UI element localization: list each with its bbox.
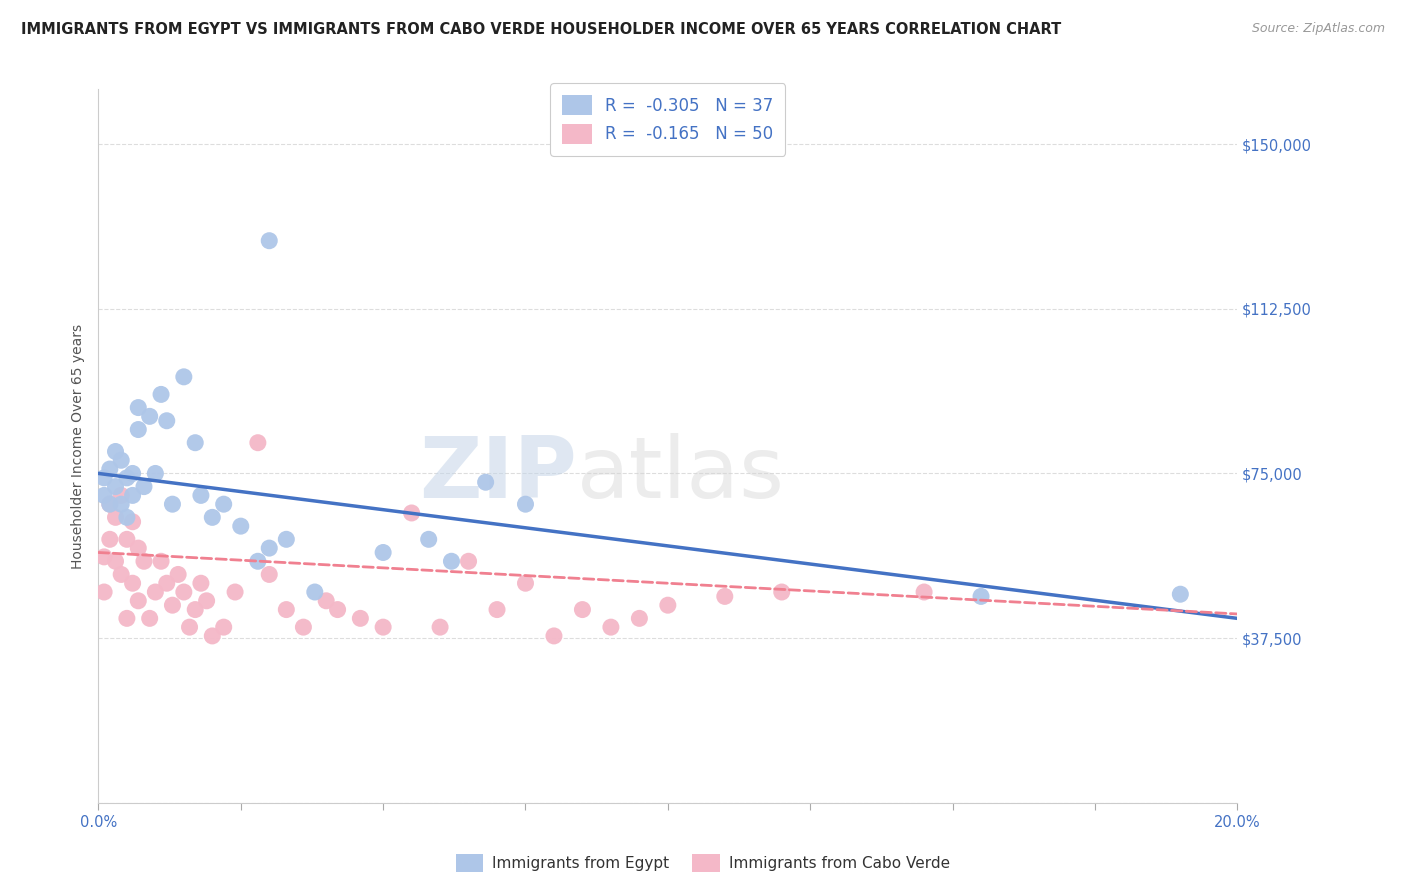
Legend: R =  -0.305   N = 37, R =  -0.165   N = 50: R = -0.305 N = 37, R = -0.165 N = 50 — [550, 83, 786, 155]
Point — [115, 533, 138, 547]
Point — [190, 488, 212, 502]
Point — [457, 554, 479, 568]
Point — [600, 620, 623, 634]
Point — [150, 387, 173, 401]
Point — [515, 576, 537, 591]
Point — [98, 462, 121, 476]
Point — [127, 423, 149, 437]
Point — [429, 620, 451, 634]
Point — [224, 585, 246, 599]
Point — [326, 602, 349, 616]
Point — [212, 620, 235, 634]
Point — [132, 554, 155, 568]
Point — [145, 585, 167, 599]
Point — [571, 602, 593, 616]
Text: ZIP: ZIP — [419, 433, 576, 516]
Point — [349, 611, 371, 625]
Point — [179, 620, 201, 634]
Point — [474, 475, 496, 490]
Point — [276, 533, 298, 547]
Point — [970, 590, 993, 604]
Point — [190, 576, 212, 591]
Point — [486, 602, 509, 616]
Point — [93, 488, 115, 502]
Point — [156, 576, 179, 591]
Point — [401, 506, 423, 520]
Point — [104, 444, 127, 458]
Point — [1170, 587, 1192, 601]
Point — [115, 471, 138, 485]
Point — [127, 541, 149, 555]
Point — [104, 480, 127, 494]
Point — [184, 435, 207, 450]
Text: atlas: atlas — [576, 433, 785, 516]
Point — [173, 369, 195, 384]
Point — [657, 598, 679, 612]
Point — [195, 594, 218, 608]
Point — [259, 234, 281, 248]
Point — [173, 585, 195, 599]
Point — [212, 497, 235, 511]
Point — [110, 453, 132, 467]
Point — [315, 594, 337, 608]
Point — [98, 533, 121, 547]
Point — [162, 497, 184, 511]
Text: IMMIGRANTS FROM EGYPT VS IMMIGRANTS FROM CABO VERDE HOUSEHOLDER INCOME OVER 65 Y: IMMIGRANTS FROM EGYPT VS IMMIGRANTS FROM… — [21, 22, 1062, 37]
Point — [145, 467, 167, 481]
Point — [373, 545, 395, 559]
Point — [115, 611, 138, 625]
Point — [104, 554, 127, 568]
Point — [104, 510, 127, 524]
Legend: Immigrants from Egypt, Immigrants from Cabo Verde: Immigrants from Egypt, Immigrants from C… — [449, 846, 957, 880]
Point — [162, 598, 184, 612]
Point — [110, 567, 132, 582]
Point — [110, 488, 132, 502]
Point — [543, 629, 565, 643]
Point — [418, 533, 440, 547]
Point — [201, 510, 224, 524]
Text: Source: ZipAtlas.com: Source: ZipAtlas.com — [1251, 22, 1385, 36]
Point — [292, 620, 315, 634]
Point — [304, 585, 326, 599]
Point — [714, 590, 737, 604]
Point — [121, 488, 143, 502]
Point — [440, 554, 463, 568]
Point — [628, 611, 651, 625]
Point — [93, 471, 115, 485]
Point — [127, 401, 149, 415]
Point — [246, 435, 269, 450]
Point — [912, 585, 935, 599]
Point — [167, 567, 190, 582]
Point — [132, 480, 155, 494]
Point — [98, 497, 121, 511]
Point — [229, 519, 252, 533]
Point — [156, 414, 179, 428]
Point — [259, 541, 281, 555]
Point — [93, 585, 115, 599]
Point — [138, 611, 160, 625]
Point — [150, 554, 173, 568]
Point — [276, 602, 298, 616]
Point — [98, 497, 121, 511]
Point — [121, 515, 143, 529]
Point — [138, 409, 160, 424]
Point — [115, 510, 138, 524]
Y-axis label: Householder Income Over 65 years: Householder Income Over 65 years — [70, 324, 84, 568]
Point — [246, 554, 269, 568]
Point — [121, 467, 143, 481]
Point — [184, 602, 207, 616]
Point — [259, 567, 281, 582]
Point — [127, 594, 149, 608]
Point — [770, 585, 793, 599]
Point — [515, 497, 537, 511]
Point — [93, 549, 115, 564]
Point — [201, 629, 224, 643]
Point — [373, 620, 395, 634]
Point — [110, 497, 132, 511]
Point — [121, 576, 143, 591]
